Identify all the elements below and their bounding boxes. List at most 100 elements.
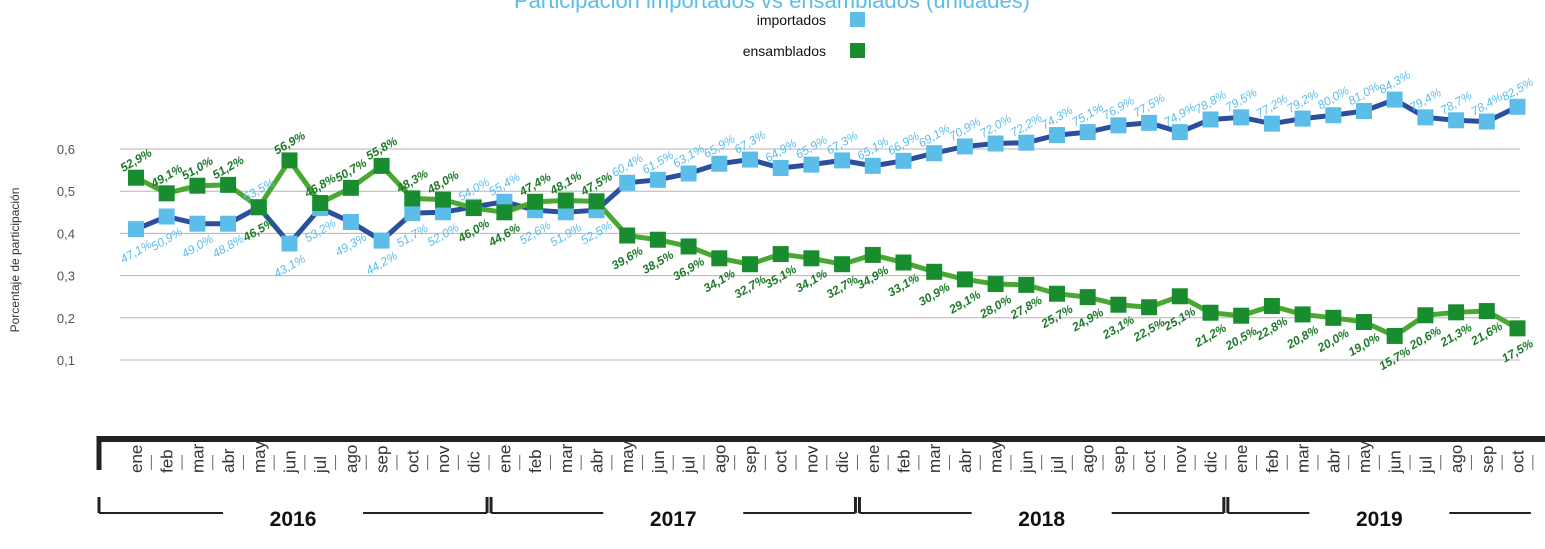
month-label: jul [1416,456,1435,474]
month-label: jul [680,456,699,474]
point-ensamblados [189,177,206,194]
point-importados [1325,107,1342,124]
point-importados [1202,111,1219,128]
y-tick-label: 0,6 [57,142,75,157]
point-importados [895,152,912,169]
point-importados [281,235,298,252]
month-label: jun [1017,450,1036,474]
point-importados [158,208,175,225]
point-ensamblados [619,227,636,244]
y-axis-label: Porcentaje de participación [8,188,22,333]
point-importados [1294,110,1311,127]
point-importados [619,174,636,191]
series-lines [134,97,1519,339]
point-ensamblados [496,204,513,221]
year-label: 2016 [270,508,317,531]
point-ensamblados [281,152,298,169]
point-importados [680,165,697,182]
point-ensamblados [772,246,789,263]
point-importados [1448,112,1465,129]
y-tick-label: 0,5 [57,184,75,199]
point-importados [1018,134,1035,151]
point-ensamblados [1018,276,1035,293]
point-importados [189,215,206,232]
point-ensamblados [1448,304,1465,321]
point-ensamblados [465,200,482,217]
data-label-importados: 43,1% [271,251,308,280]
point-importados [772,159,789,176]
point-importados [1386,91,1403,108]
data-label-ensamblados: 25,1% [1161,304,1199,334]
year-label: 2017 [650,508,697,531]
point-ensamblados [803,250,820,267]
month-label: mar [557,443,576,473]
data-label-importados: 52,5% [578,218,615,247]
month-label: dic [1202,451,1221,473]
point-ensamblados [1294,306,1311,323]
point-importados [926,145,943,162]
point-ensamblados [158,185,175,202]
month-label: nov [802,445,821,473]
month-label: oct [403,450,422,473]
month-label: oct [772,450,791,473]
point-importados [435,204,451,221]
y-tick-label: 0,1 [57,353,75,368]
y-tick-label: 0,4 [57,226,75,241]
chart-title: Participación importados vs ensamblados … [514,0,1030,13]
series-markers [128,91,1526,344]
point-ensamblados [312,195,329,212]
point-ensamblados [588,193,605,210]
gridlines [120,148,1520,361]
point-ensamblados [404,190,421,207]
point-ensamblados [1049,285,1065,302]
month-label: sep [1109,446,1128,473]
point-importados [864,157,881,174]
point-ensamblados [373,157,390,174]
data-label-ensamblados: 44,6% [485,220,523,250]
data-label-ensamblados: 20,0% [1314,326,1352,356]
month-label: feb [1263,449,1282,473]
point-importados [649,171,666,188]
point-ensamblados [1263,297,1280,314]
x-axis: ene feb mar abr may jun jul ago sep oct nov dic ene f… [96,436,1545,531]
point-importados [1141,114,1158,131]
point-importados [1478,113,1495,130]
month-label: sep [1478,446,1497,473]
point-importados [404,205,421,222]
data-label-ensamblados: 19,0% [1346,330,1383,359]
point-ensamblados [1202,304,1219,321]
data-label-ensamblados: 20,8% [1283,322,1321,352]
point-ensamblados [1171,288,1188,305]
point-importados [1356,103,1372,120]
y-tick-label: 0,3 [57,269,75,284]
month-label: feb [895,449,914,473]
data-label-ensamblados: 21,2% [1191,321,1229,351]
point-ensamblados [711,250,728,267]
point-ensamblados [956,271,973,288]
point-ensamblados [926,263,943,280]
month-label: dic [833,451,852,473]
data-label-ensamblados: 22,5% [1130,315,1168,345]
month-label: mar [188,443,207,473]
point-ensamblados [987,276,1004,293]
point-importados [1509,98,1526,115]
data-label-importados: 49,3% [333,230,370,259]
point-ensamblados [250,199,267,216]
point-ensamblados [1325,309,1342,326]
y-axis-ticks: 0,1 0,2 0,3 0,4 0,5 0,6 [57,142,75,368]
point-importados [342,214,359,231]
point-ensamblados [557,192,574,209]
data-label-ensamblados: 25,7% [1038,302,1076,332]
month-label: ago [710,445,729,473]
point-importados [1110,117,1127,134]
data-label-ensamblados: 46,0% [455,216,493,246]
point-importados [373,232,390,249]
year-label: 2019 [1356,508,1403,531]
point-importados [834,152,851,169]
point-importados [1171,124,1188,141]
data-label-ensamblados: 17,5% [1499,336,1536,365]
point-ensamblados [342,179,359,196]
data-label-ensamblados: 28,0% [976,292,1014,322]
point-ensamblados [527,193,544,210]
